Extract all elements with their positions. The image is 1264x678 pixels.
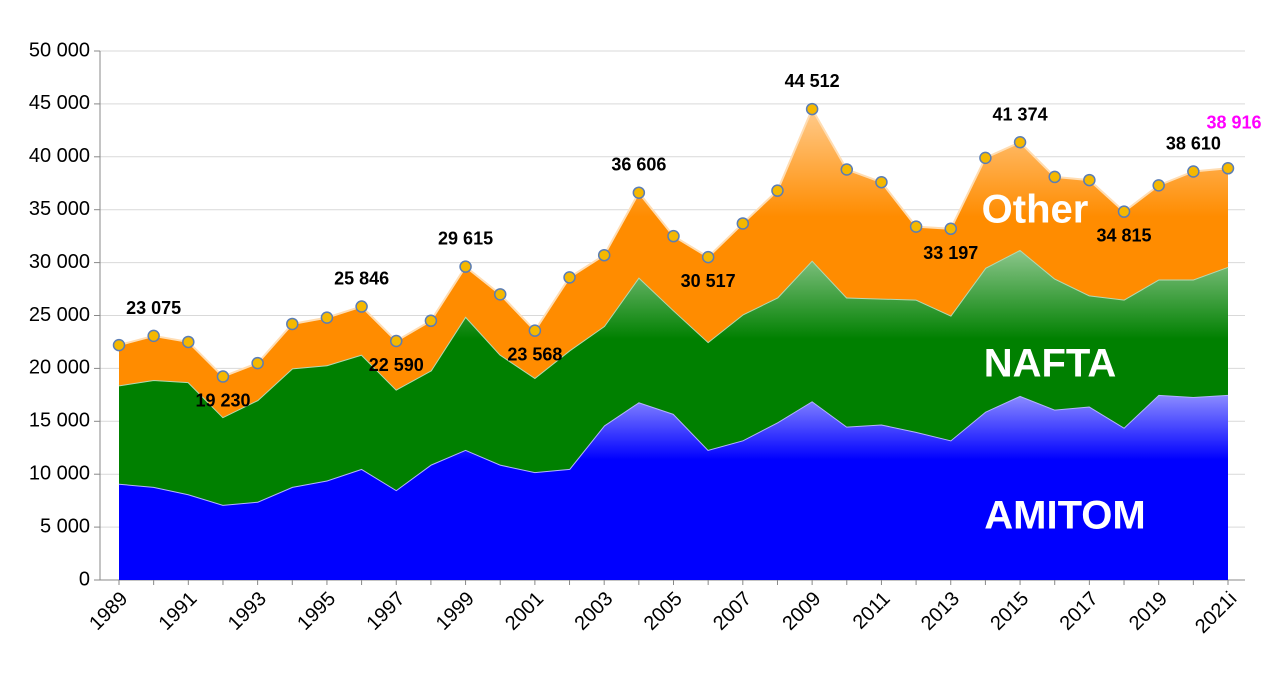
x-tick-label: 2005 bbox=[640, 588, 687, 635]
x-tick-label: 2011 bbox=[849, 588, 895, 634]
total-marker bbox=[493, 288, 507, 301]
y-tick-label: 30 000 bbox=[29, 251, 90, 273]
total-marker bbox=[320, 311, 334, 324]
series-label: NAFTA bbox=[984, 342, 1117, 386]
x-tick-label: 2013 bbox=[917, 588, 964, 635]
total-marker bbox=[528, 324, 542, 337]
total-marker bbox=[944, 222, 957, 236]
x-tick-label: 1991 bbox=[155, 588, 202, 635]
value-label: 29 615 bbox=[438, 229, 493, 249]
value-label: 25 846 bbox=[334, 269, 389, 289]
x-tick-label: 1995 bbox=[293, 588, 340, 635]
x-tick-label: 2015 bbox=[986, 588, 1033, 635]
y-tick-label: 25 000 bbox=[29, 304, 90, 326]
total-marker bbox=[355, 300, 368, 313]
total-marker bbox=[805, 102, 819, 116]
y-tick-label: 20 000 bbox=[29, 357, 90, 379]
x-tick-label: 2007 bbox=[709, 588, 756, 635]
series-label: Other bbox=[982, 188, 1089, 232]
x-tick-label: 2017 bbox=[1056, 588, 1103, 635]
total-marker bbox=[216, 370, 230, 383]
x-tick-label: 2021i bbox=[1191, 588, 1241, 638]
y-tick-label: 0 bbox=[79, 568, 90, 590]
value-label: 19 230 bbox=[195, 391, 250, 411]
y-tick-label: 50 000 bbox=[29, 39, 90, 61]
value-label: 41 374 bbox=[993, 104, 1048, 124]
total-marker bbox=[1152, 179, 1165, 192]
value-label: 34 815 bbox=[1097, 226, 1152, 246]
x-tick-label: 1997 bbox=[362, 588, 409, 635]
total-marker bbox=[1117, 205, 1131, 218]
total-marker bbox=[251, 356, 264, 370]
y-tick-label: 15 000 bbox=[29, 410, 90, 432]
x-tick-label: 2009 bbox=[778, 588, 825, 635]
x-tick-label: 1993 bbox=[224, 588, 271, 635]
y-tick-label: 10 000 bbox=[29, 462, 90, 484]
area bbox=[119, 249, 1228, 505]
value-label: 23 568 bbox=[507, 345, 562, 365]
total-marker bbox=[667, 229, 680, 243]
x-tick-label: 2001 bbox=[501, 588, 548, 635]
area bbox=[119, 109, 1228, 418]
total-marker bbox=[1221, 162, 1235, 175]
y-tick-label: 45 000 bbox=[29, 92, 90, 114]
value-label: 23 075 bbox=[126, 298, 181, 318]
total-marker bbox=[979, 151, 992, 165]
total-marker bbox=[1013, 136, 1027, 149]
value-label: 44 512 bbox=[785, 71, 840, 91]
total-marker bbox=[1187, 165, 1200, 178]
total-marker bbox=[147, 329, 160, 343]
total-marker bbox=[112, 338, 126, 352]
total-marker bbox=[701, 250, 715, 264]
total-marker bbox=[632, 186, 646, 199]
y-tick-label: 40 000 bbox=[29, 145, 90, 167]
value-label: 22 590 bbox=[369, 355, 424, 375]
value-label: 36 606 bbox=[611, 155, 666, 175]
y-tick-label: 5 000 bbox=[40, 515, 90, 537]
total-marker bbox=[1083, 173, 1096, 187]
total-marker bbox=[909, 220, 923, 233]
total-marker bbox=[424, 314, 438, 328]
value-label: 30 517 bbox=[681, 271, 736, 291]
x-tick-label: 2003 bbox=[570, 588, 617, 635]
total-marker bbox=[563, 271, 576, 284]
total-marker bbox=[459, 260, 472, 273]
total-marker bbox=[771, 184, 784, 197]
total-marker bbox=[840, 163, 854, 176]
value-label: 38 610 bbox=[1166, 134, 1221, 154]
total-marker bbox=[1048, 170, 1061, 184]
total-marker bbox=[597, 248, 611, 262]
total-marker bbox=[286, 317, 299, 331]
total-marker bbox=[875, 175, 888, 189]
total-marker bbox=[736, 217, 750, 230]
total-marker bbox=[390, 334, 403, 348]
value-label: 33 197 bbox=[923, 243, 978, 263]
total-marker bbox=[182, 335, 195, 349]
y-tick-label: 35 000 bbox=[29, 198, 90, 220]
series-label: AMITOM bbox=[984, 494, 1145, 538]
x-tick-label: 1989 bbox=[85, 588, 132, 635]
value-label: 38 916 bbox=[1206, 112, 1261, 132]
x-tick-label: 1999 bbox=[432, 588, 479, 635]
x-tick-label: 2019 bbox=[1125, 588, 1172, 635]
